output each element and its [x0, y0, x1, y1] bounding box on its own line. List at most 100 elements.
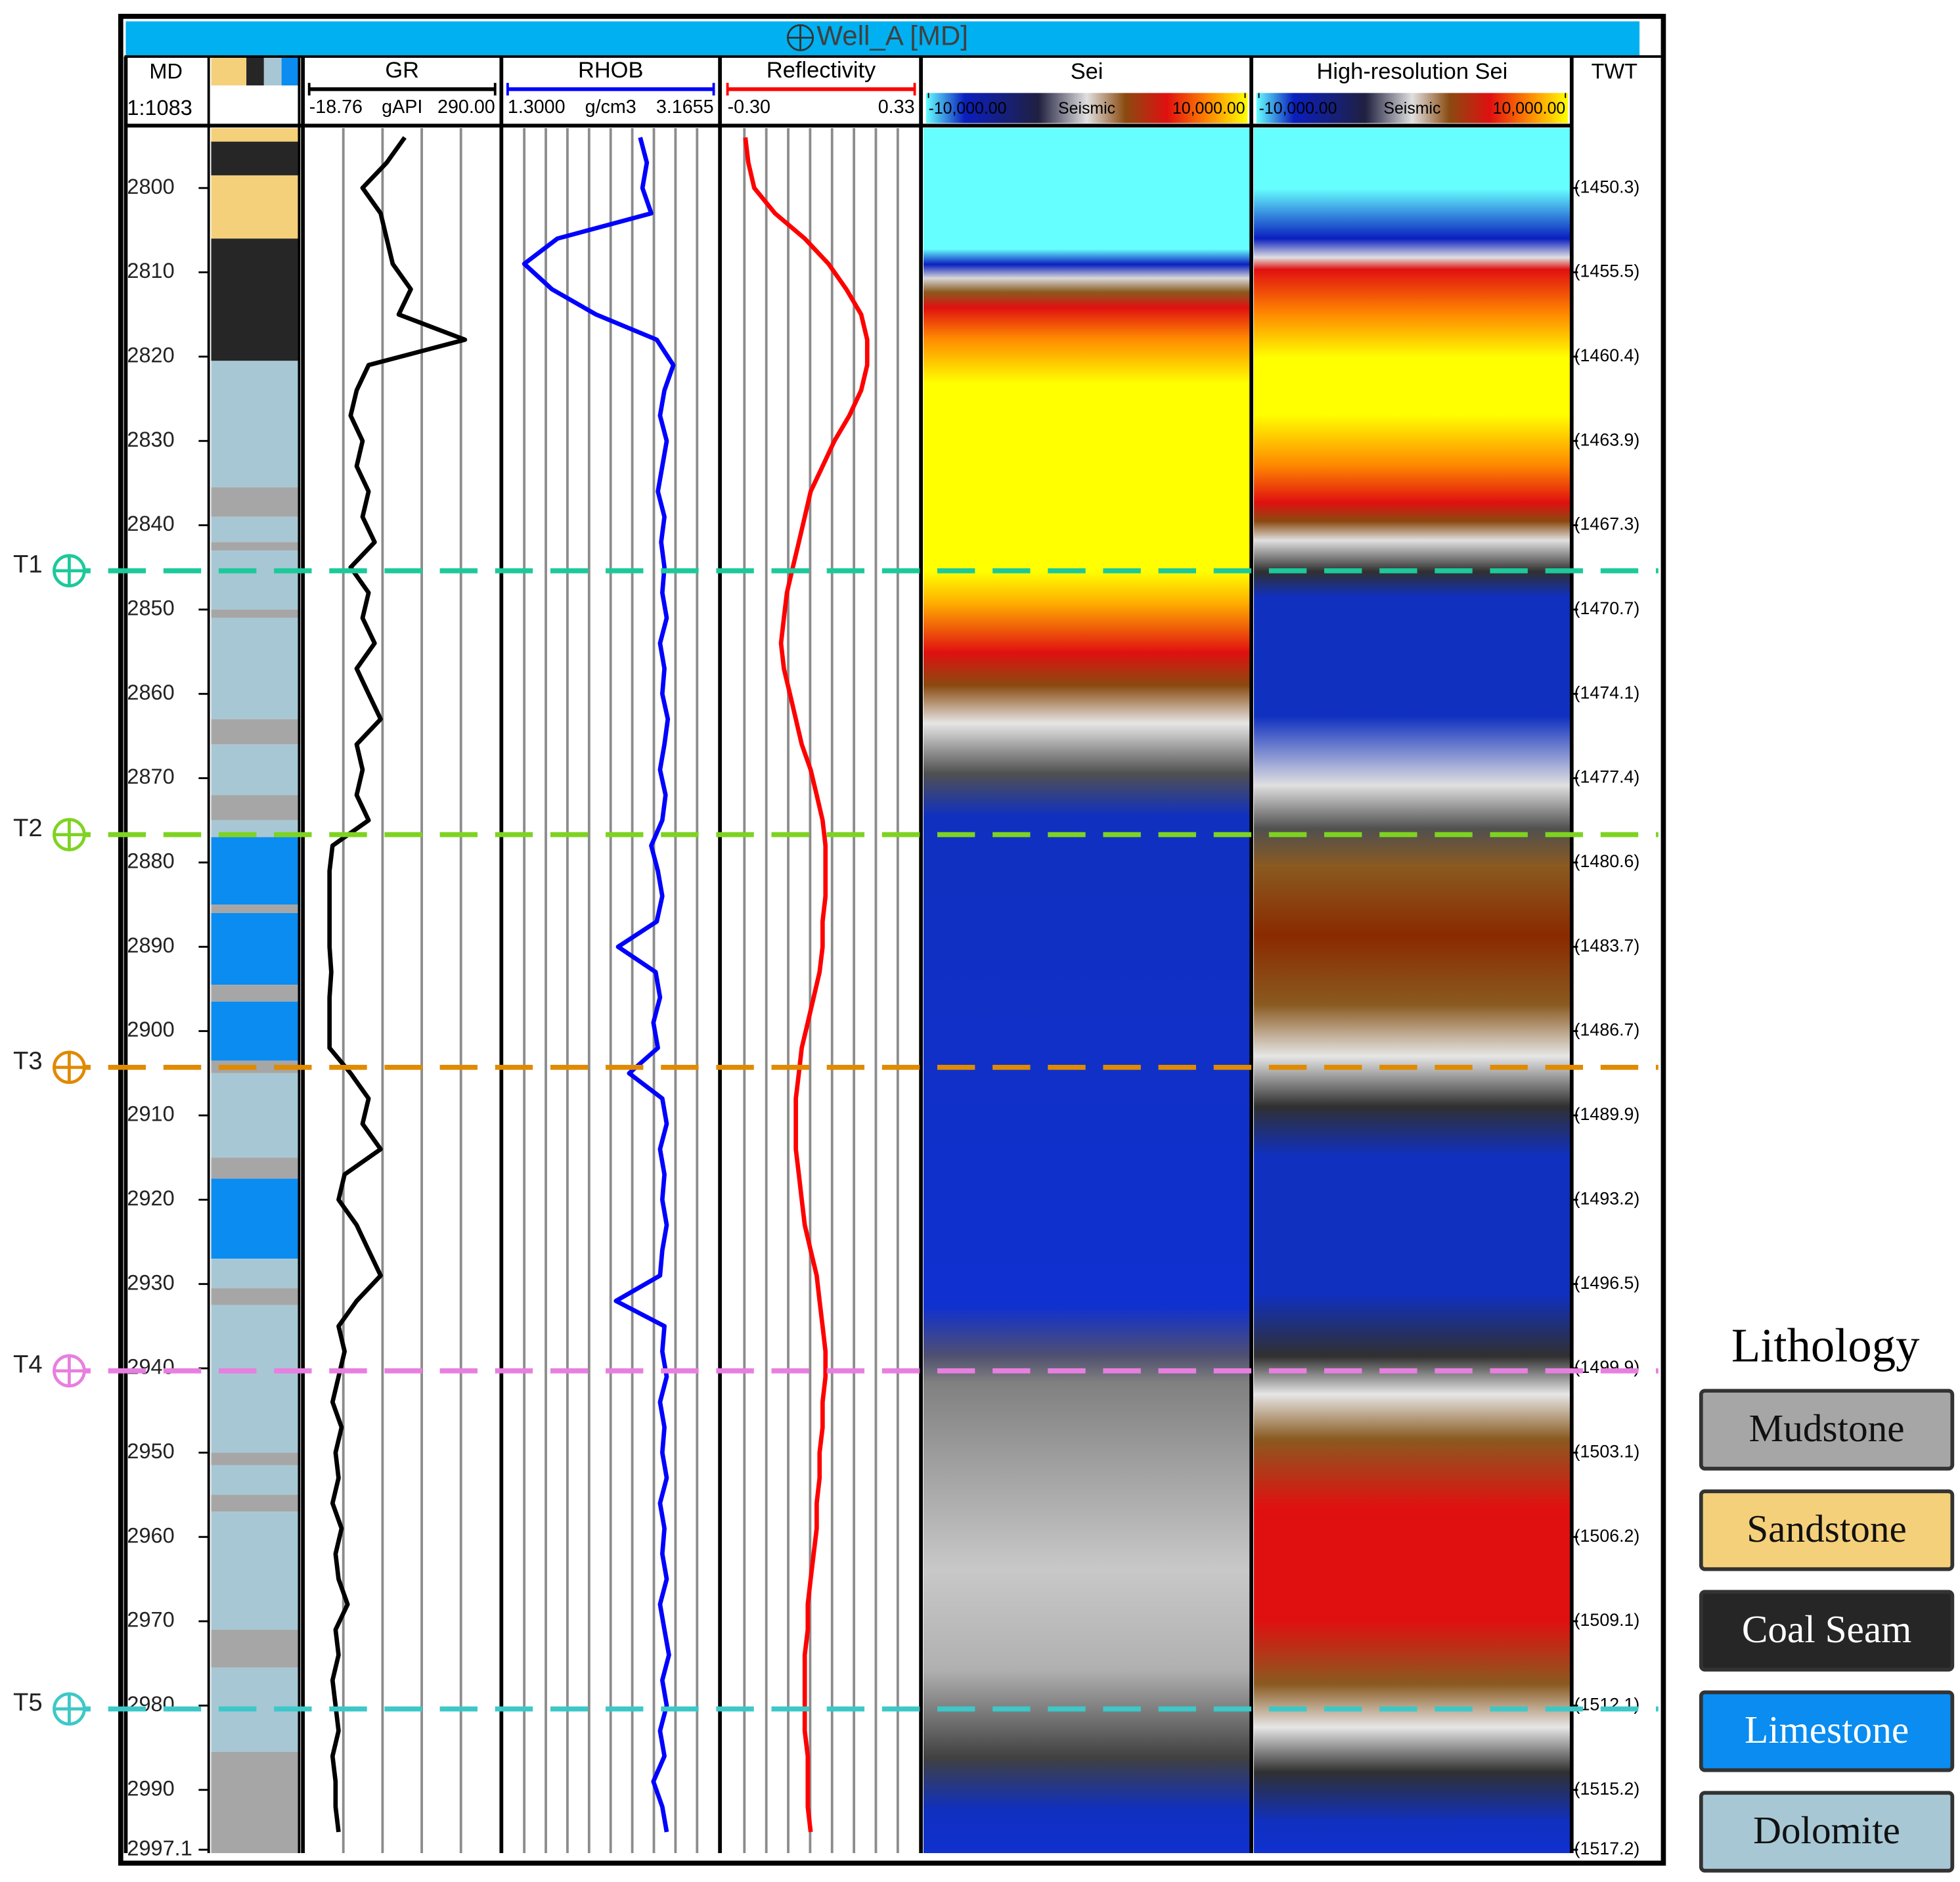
lithology-interval	[211, 1288, 300, 1305]
scale-label: 10,000.00	[1172, 99, 1245, 118]
twt-label: (1460.4)	[1574, 346, 1640, 365]
swatch	[211, 57, 247, 86]
depth-tick-label: 2860	[127, 681, 174, 704]
lithology-interval	[211, 905, 300, 913]
depth-tick-label: 2880	[127, 849, 174, 873]
scale-unit: gAPI	[382, 97, 422, 118]
twt-label: (1463.9)	[1574, 430, 1640, 449]
seismic-image	[1253, 128, 1570, 1854]
scale-unit: g/cm3	[585, 97, 636, 118]
depth-tick-label: 2940	[127, 1355, 174, 1379]
lithology-interval	[211, 1305, 300, 1453]
twt-label: (1506.2)	[1574, 1526, 1640, 1546]
legend-label: Mudstone	[1749, 1406, 1905, 1450]
legend-title: Lithology	[1731, 1319, 1920, 1372]
marker-icon-cross	[54, 555, 85, 586]
lithology-interval	[211, 1178, 300, 1259]
marker-label: T1	[13, 550, 43, 578]
twt-label: (1480.6)	[1574, 851, 1640, 871]
depth-tick-label: 2830	[127, 428, 174, 451]
twt-label: (1450.3)	[1574, 177, 1640, 196]
lithology-interval	[211, 1751, 300, 1854]
depth-tick-label: 2870	[127, 765, 174, 788]
log-curve	[743, 137, 870, 1833]
scale-label: -0.30	[728, 97, 770, 118]
lithology-interval	[211, 837, 300, 905]
legend-swatch	[1699, 1489, 1955, 1571]
scale-unit: Seismic	[1058, 99, 1115, 118]
legend-swatch	[1699, 1389, 1955, 1471]
lithology-interval	[211, 175, 300, 239]
twt-header: TWT	[1592, 60, 1638, 83]
scale-label: 290.00	[437, 97, 495, 118]
depth-tick-label: 2930	[127, 1270, 174, 1294]
lithology-interval	[211, 141, 300, 175]
colorbar	[1256, 93, 1569, 123]
marker-icon-cross	[54, 1355, 85, 1386]
marker-label: T3	[13, 1046, 43, 1075]
lithology-interval	[211, 1001, 300, 1061]
marker-icon-cross	[54, 1052, 85, 1083]
twt-label: (1467.3)	[1574, 514, 1640, 534]
twt-label: (1489.9)	[1574, 1104, 1640, 1124]
title-bar	[125, 21, 1640, 56]
track-name: High-resolution Sei	[1317, 59, 1508, 84]
twt-label: (1470.7)	[1574, 598, 1640, 618]
colorbar	[925, 93, 1248, 123]
swatch	[246, 57, 264, 86]
scale-label: 1.3000	[508, 97, 566, 118]
marker-label: T5	[13, 1688, 43, 1716]
twt-label: (1455.5)	[1574, 261, 1640, 281]
legend-swatch	[1699, 1690, 1955, 1772]
log-curve	[522, 137, 676, 1833]
depth-tick-label: 2800	[127, 175, 174, 198]
scale-label: 3.1655	[656, 97, 714, 118]
lithology-interval	[211, 1465, 300, 1495]
legend-label: Limestone	[1745, 1708, 1909, 1751]
depth-tick-label: 2970	[127, 1608, 174, 1632]
legend-label: Sandstone	[1747, 1507, 1907, 1550]
lithology-interval	[211, 744, 300, 795]
depth-tick-label: 2990	[127, 1776, 174, 1800]
md-header: MD	[149, 60, 183, 83]
scale-label: 0.33	[878, 97, 915, 118]
twt-label: (1474.1)	[1574, 683, 1640, 702]
lithology-interval	[211, 516, 300, 543]
seismic-image	[923, 128, 1251, 1854]
twt-label: (1503.1)	[1574, 1441, 1640, 1461]
depth-tick-label: 2890	[127, 933, 174, 957]
marker-label: T2	[13, 814, 43, 842]
track-name: RHOB	[578, 58, 643, 83]
lithology-interval	[211, 609, 300, 618]
depth-tick-label: 2950	[127, 1439, 174, 1463]
marker-label: T4	[13, 1350, 43, 1378]
track-name: GR	[385, 58, 419, 83]
chart-title: Well_A [MD]	[816, 20, 968, 51]
lithology-interval	[211, 361, 300, 487]
lithology-interval	[211, 1452, 300, 1466]
twt-label: (1515.2)	[1574, 1779, 1640, 1799]
depth-tick-label: 2810	[127, 259, 174, 282]
scale-label: 1:1083	[127, 96, 192, 120]
depth-tick-label: 2980	[127, 1692, 174, 1716]
lithology-interval	[211, 1494, 300, 1512]
twt-label: (1496.5)	[1574, 1273, 1640, 1293]
marker-icon-cross	[54, 1693, 85, 1724]
depth-tick-label: 2960	[127, 1523, 174, 1547]
title-icon-cross	[788, 25, 813, 51]
lithology-interval	[211, 128, 300, 142]
lithology-interval	[211, 617, 300, 719]
lithology-interval	[211, 1259, 300, 1289]
lith-header-swatch	[211, 57, 300, 86]
lithology-interval	[211, 1629, 300, 1668]
twt-label: (1486.7)	[1574, 1020, 1640, 1040]
track-name: Reflectivity	[767, 58, 876, 83]
twt-label: (1499.9)	[1574, 1357, 1640, 1377]
twt-label: (1509.1)	[1574, 1610, 1640, 1630]
twt-label: (1483.7)	[1574, 935, 1640, 955]
legend-label: Dolomite	[1753, 1808, 1900, 1852]
lithology-interval	[211, 1157, 300, 1179]
log-curve	[327, 136, 468, 1833]
